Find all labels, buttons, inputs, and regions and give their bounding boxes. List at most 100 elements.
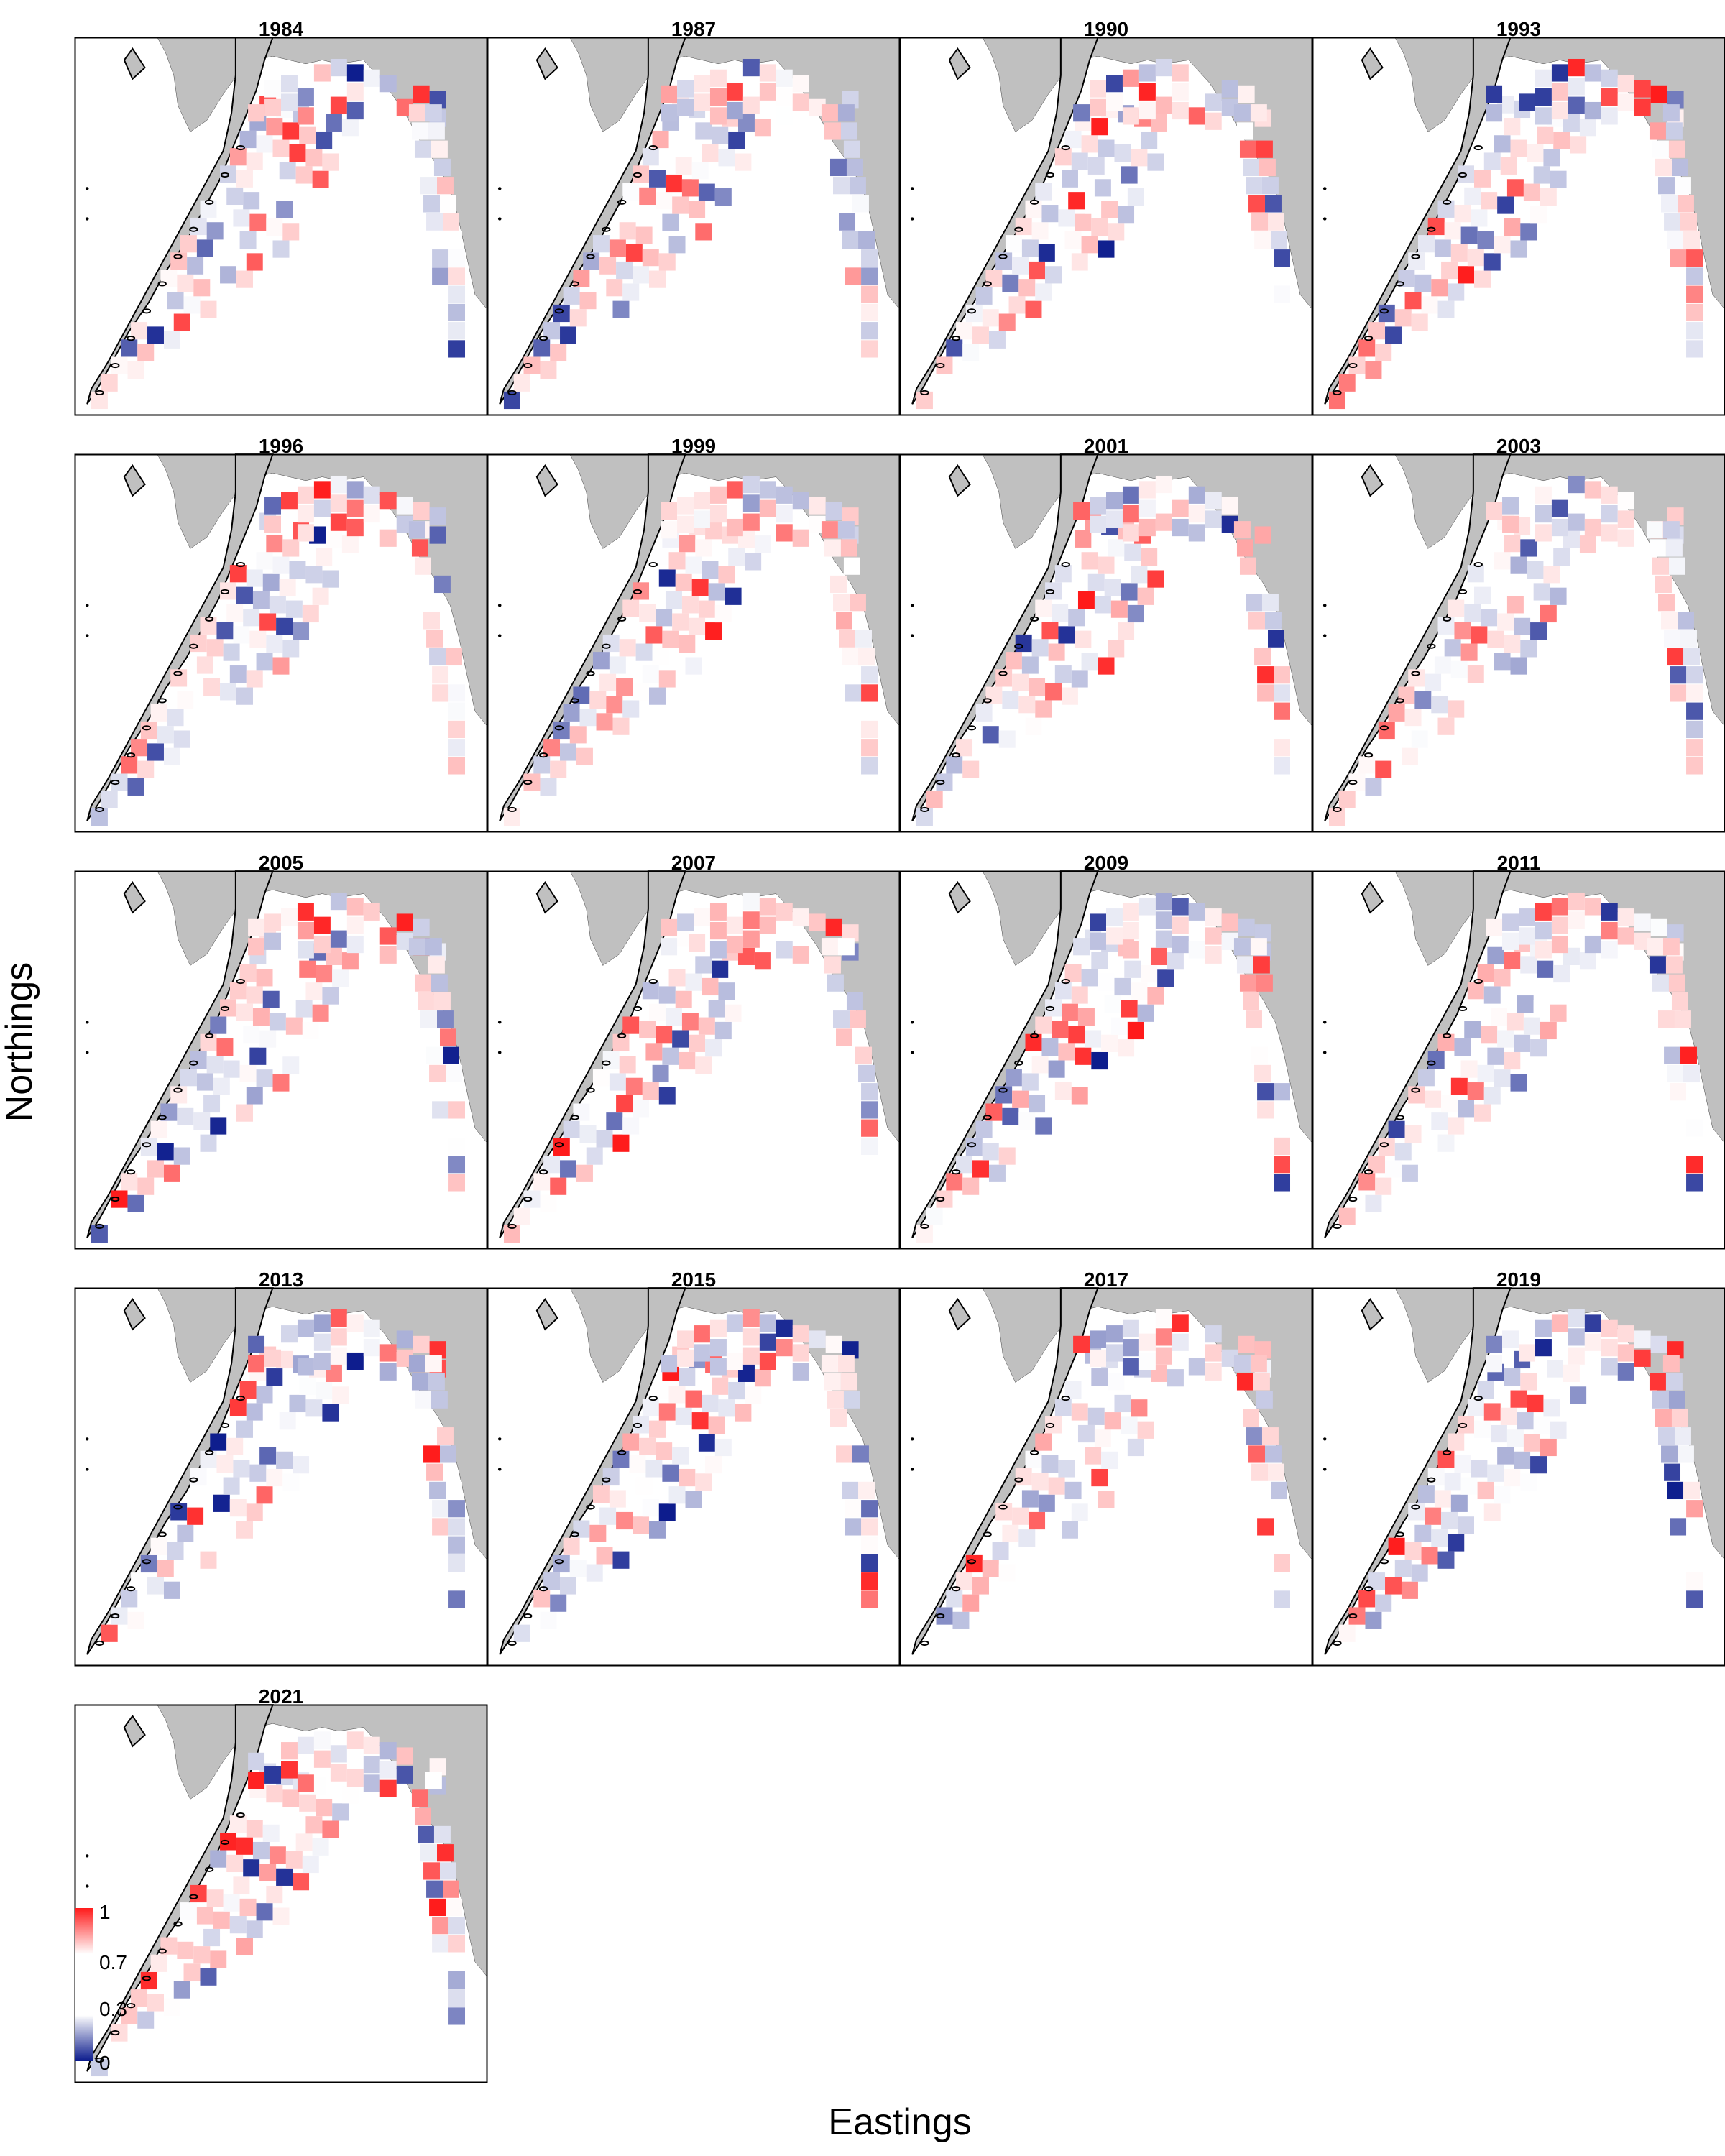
grid-cell [858, 1481, 875, 1500]
map-content [910, 1287, 1312, 1655]
grid-cell [1487, 946, 1504, 964]
grid-cell [672, 196, 689, 214]
grid-cell [266, 118, 283, 136]
grid-cell [726, 481, 743, 499]
island-outline [538, 1586, 548, 1592]
panel-frame [74, 1704, 488, 2083]
grid-cell [380, 492, 397, 510]
grid-cell [414, 1807, 431, 1825]
island-outline [1363, 336, 1374, 341]
grid-cell [246, 986, 263, 1004]
grid-cell [1048, 643, 1065, 661]
map-content [1322, 1287, 1725, 1655]
grid-cell [313, 1314, 331, 1332]
grid-cell [685, 973, 702, 991]
grid-cell [695, 956, 712, 974]
island-outline [126, 2003, 136, 2009]
grid-cell [726, 1314, 743, 1332]
island-outline [602, 643, 611, 649]
grid-cell [1535, 107, 1552, 125]
land-island [123, 47, 146, 80]
island-outline [189, 1477, 198, 1483]
grid-cell [1540, 604, 1557, 623]
grid-cell [1238, 918, 1255, 936]
grid-cell [1094, 1429, 1111, 1447]
island-outline [998, 254, 1008, 259]
grid-cell [1274, 1174, 1291, 1192]
grid-cell [735, 1404, 752, 1422]
grid-cell [1172, 499, 1189, 517]
grid-cell [1108, 640, 1125, 658]
grid-cell [429, 526, 446, 544]
island-outline [617, 1450, 627, 1455]
grid-cell [180, 1902, 197, 1920]
grid-cell [246, 253, 263, 271]
grid-cell [1411, 730, 1428, 748]
land-peninsula [86, 37, 274, 405]
grid-cell [276, 1868, 293, 1886]
grid-cell [183, 296, 201, 314]
grid-cell [689, 617, 706, 635]
grid-cell [1523, 183, 1540, 201]
grid-cell [691, 1412, 709, 1430]
grid-cell [1444, 1473, 1461, 1491]
island-outline [1411, 1504, 1420, 1510]
grid-cell [330, 1764, 347, 1782]
island-outline [602, 1060, 611, 1066]
grid-cell [742, 892, 760, 911]
grid-cell [698, 1434, 715, 1452]
grid-cell [612, 1551, 630, 1569]
grid-cell [1274, 684, 1291, 702]
grid-cell [1264, 1445, 1282, 1463]
grid-cell [448, 739, 466, 757]
grid-cell [1205, 492, 1222, 510]
grid-cell [1519, 93, 1535, 111]
grid-cell [742, 475, 760, 494]
island-outline [1045, 1422, 1055, 1429]
grid-cell [1077, 1008, 1095, 1026]
grid-cell [264, 515, 281, 533]
grid-cell [965, 304, 983, 323]
grid-cell [1064, 1481, 1082, 1500]
grid-cell [829, 158, 847, 177]
grid-cell [196, 656, 213, 674]
grid-cell [1680, 630, 1697, 648]
grid-cell [625, 244, 643, 262]
island-outline [1427, 643, 1436, 649]
grid-cell [330, 930, 347, 948]
grid-cell [289, 561, 306, 579]
grid-cell [436, 177, 454, 195]
grid-cell [425, 104, 442, 122]
grid-cell [827, 1391, 844, 1409]
grid-cell [1665, 539, 1683, 557]
grid-cell [1251, 1046, 1269, 1064]
grid-cell [193, 1112, 211, 1130]
island-outline [1014, 643, 1024, 649]
grid-cell [602, 1051, 620, 1069]
grid-cell [825, 1335, 842, 1353]
grid-cell [285, 1851, 303, 1869]
grid-cell [1254, 526, 1271, 544]
grid-cell [698, 1017, 715, 1035]
island-dot [1322, 187, 1327, 190]
island-outline [1473, 979, 1483, 985]
grid-cell [1471, 626, 1488, 644]
grid-cell [998, 1564, 1016, 1582]
grid-cell [1662, 521, 1680, 539]
grid-cell [101, 791, 118, 808]
grid-cell [861, 322, 878, 340]
grid-cell [433, 992, 451, 1010]
grid-cell [248, 1752, 265, 1770]
island-outline [95, 1640, 104, 1646]
grid-cell [1338, 1207, 1356, 1225]
grid-cell [569, 309, 586, 327]
grid-cell [1090, 98, 1106, 116]
grid-cell [322, 987, 339, 1005]
grid-cell [714, 1438, 732, 1457]
grid-cell [297, 922, 314, 940]
coast-islands [497, 562, 658, 812]
grid-cell [861, 1572, 878, 1590]
island-outline [507, 1223, 517, 1229]
grid-cell [330, 96, 347, 114]
grid-cell [1652, 140, 1669, 158]
